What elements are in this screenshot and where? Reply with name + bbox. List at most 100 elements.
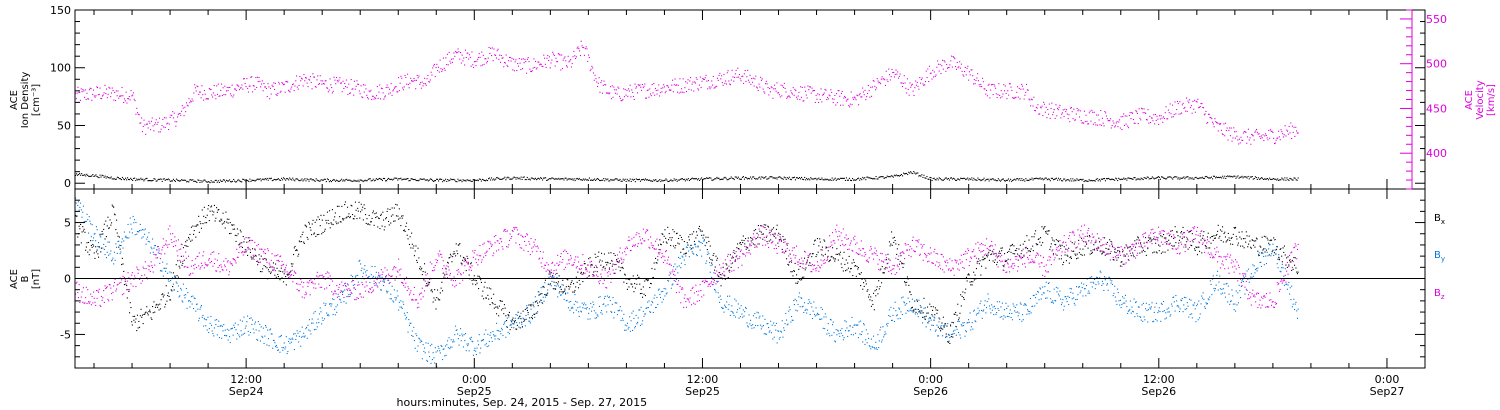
data-point [1243, 132, 1245, 134]
data-point [1220, 176, 1222, 178]
data-point [797, 95, 799, 97]
data-point [1180, 113, 1182, 115]
data-point [277, 93, 279, 95]
data-point [790, 271, 792, 273]
data-point [725, 80, 727, 82]
data-point [365, 214, 367, 216]
data-point [297, 255, 299, 257]
data-point [1011, 89, 1013, 91]
data-point [296, 249, 298, 251]
data-point [551, 59, 553, 61]
data-point [368, 178, 370, 180]
data-point [741, 75, 743, 77]
data-point [543, 177, 545, 179]
data-point [584, 48, 586, 50]
data-point [328, 315, 330, 317]
data-point [853, 96, 855, 98]
data-point [1036, 107, 1038, 109]
data-point [1218, 176, 1220, 178]
data-point [1267, 178, 1269, 180]
data-point [829, 178, 831, 180]
data-point [1255, 130, 1257, 132]
data-point [1039, 106, 1041, 108]
data-point [384, 178, 386, 180]
data-point [90, 175, 92, 177]
series-by [75, 197, 1299, 367]
data-point [675, 233, 677, 235]
data-point [331, 223, 333, 225]
data-point [572, 179, 574, 181]
data-point [161, 124, 163, 126]
data-point [1140, 246, 1142, 248]
data-point [1240, 238, 1242, 240]
data-point [900, 82, 902, 84]
data-point [1251, 134, 1253, 136]
data-point [558, 275, 560, 277]
data-point [912, 173, 914, 175]
data-point [1024, 94, 1026, 96]
data-point [197, 179, 199, 181]
data-point [904, 82, 906, 84]
data-point [1261, 236, 1263, 238]
data-point [165, 270, 167, 272]
data-point [141, 316, 143, 318]
data-point [659, 92, 661, 94]
data-point [506, 177, 508, 179]
data-point [189, 306, 191, 308]
data-point [902, 266, 904, 268]
data-point [172, 117, 174, 119]
data-point [1246, 177, 1248, 179]
data-point [583, 54, 585, 56]
data-point [1212, 235, 1214, 237]
data-point [834, 177, 836, 179]
data-point [1072, 118, 1074, 120]
data-point [103, 228, 105, 230]
data-point [464, 340, 466, 342]
data-point [852, 259, 854, 261]
data-point [180, 255, 182, 257]
data-point [1158, 250, 1160, 252]
data-point [162, 293, 164, 295]
data-point [465, 270, 467, 272]
data-point [706, 80, 708, 82]
data-point [665, 241, 667, 243]
data-point [1014, 249, 1016, 251]
data-point [174, 121, 176, 123]
data-point [229, 342, 231, 344]
data-point [939, 328, 941, 330]
data-point [533, 313, 535, 315]
data-point [842, 257, 844, 259]
data-point [710, 259, 712, 261]
data-point [177, 285, 179, 287]
data-point [1091, 251, 1093, 253]
data-point [142, 125, 144, 127]
data-point [84, 89, 86, 91]
data-point [339, 216, 341, 218]
data-point [177, 290, 179, 292]
data-point [357, 179, 359, 181]
data-point [414, 79, 416, 81]
data-point [1274, 178, 1276, 180]
data-point [161, 180, 163, 182]
data-point [1156, 115, 1158, 117]
data-point [681, 178, 683, 180]
data-point [333, 219, 335, 221]
data-point [224, 329, 226, 331]
data-point [828, 94, 830, 96]
data-point [139, 326, 141, 328]
data-point [1005, 180, 1007, 182]
data-point [1268, 254, 1270, 256]
data-point [803, 179, 805, 181]
data-point [703, 78, 705, 80]
data-point [260, 180, 262, 182]
data-point [288, 179, 290, 181]
data-point [561, 291, 563, 293]
data-point [1051, 237, 1053, 239]
data-point [485, 329, 487, 331]
data-point [405, 225, 407, 227]
data-point [345, 79, 347, 81]
data-point [90, 223, 92, 225]
data-point [759, 86, 761, 88]
data-point [144, 313, 146, 315]
data-point [1089, 110, 1091, 112]
